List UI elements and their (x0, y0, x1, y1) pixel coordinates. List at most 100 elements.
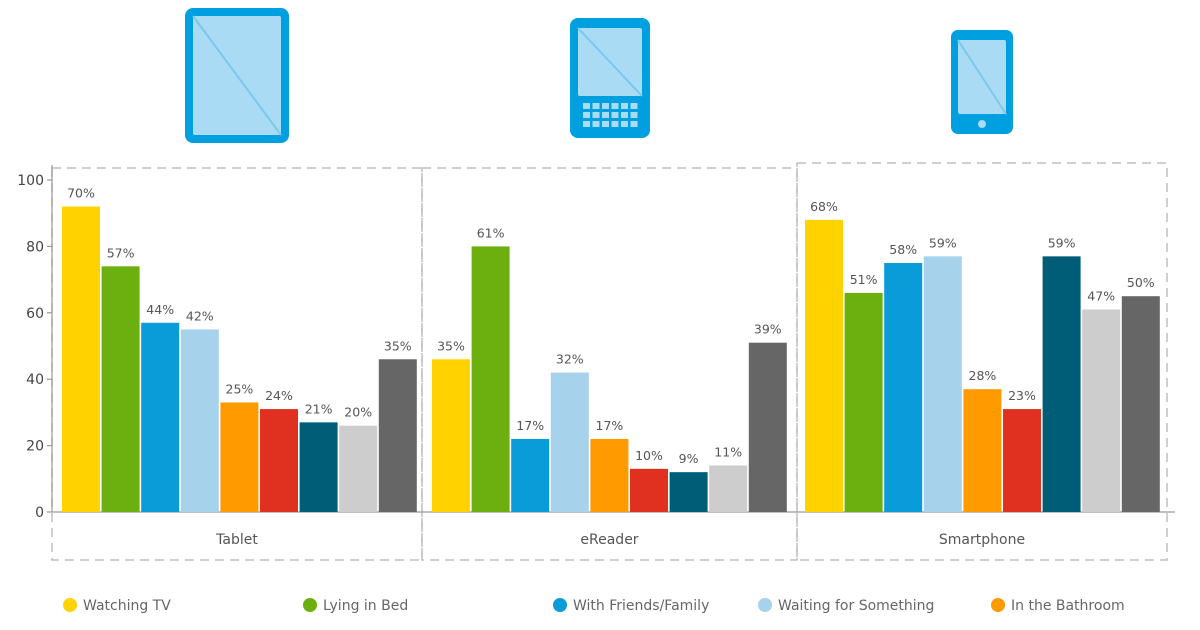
y-tick-label: 20 (26, 439, 44, 455)
ereader-key (630, 121, 638, 127)
data-label: 50% (1127, 275, 1155, 290)
bar (62, 206, 100, 512)
data-label: 70% (67, 186, 95, 201)
legend-label: Watching TV (83, 598, 171, 614)
bar (590, 438, 629, 512)
panel-smartphone (796, 162, 1168, 561)
ereader-icon (570, 18, 650, 138)
ereader-key (602, 103, 609, 109)
ereader-key (592, 103, 600, 109)
data-label: 11% (714, 445, 742, 460)
ereader-key (621, 112, 628, 118)
category-label: eReader (580, 532, 638, 548)
data-label: 59% (929, 235, 957, 250)
y-tick-label: 100 (17, 173, 44, 189)
data-label: 24% (265, 388, 293, 403)
bar (884, 263, 923, 512)
bar (1082, 309, 1121, 512)
data-label: 32% (556, 352, 584, 367)
bar (220, 402, 259, 512)
ereader-key (592, 112, 600, 118)
bar (1042, 256, 1081, 512)
legend-label: Lying in Bed (323, 598, 408, 614)
bar (180, 329, 219, 512)
legend-label: Waiting for Something (778, 598, 934, 614)
data-label: 35% (384, 338, 412, 353)
bar (299, 422, 338, 512)
data-label: 20% (344, 405, 372, 420)
legend-label: In the Bathroom (1011, 598, 1125, 614)
data-label: 21% (305, 401, 333, 416)
bar (101, 266, 140, 512)
ereader-key (611, 103, 619, 109)
bar (748, 342, 787, 512)
data-label: 39% (754, 322, 782, 337)
bar (1003, 409, 1041, 512)
bar (141, 322, 180, 512)
data-label: 28% (969, 368, 997, 383)
data-label: 61% (477, 225, 505, 240)
legend-label: With Friends/Family (573, 598, 709, 614)
bar (669, 472, 708, 512)
legend: Watching TV Lying in Bed With Friends/Fami… (63, 598, 1125, 614)
data-label: 59% (1048, 235, 1076, 250)
data-labels: 70% 57% 44% 42% 25% 24% 21% 20% 35% 35% 61% 17% 32% 1… (67, 186, 1155, 467)
bar (709, 465, 748, 512)
legend-swatch (553, 598, 567, 612)
ereader-key (602, 121, 609, 127)
data-label: 9% (679, 451, 699, 466)
bar (511, 438, 550, 512)
bar (923, 256, 962, 512)
data-label: 17% (516, 418, 544, 433)
ereader-key (583, 112, 590, 118)
bar (805, 219, 843, 512)
tablet-icon (185, 8, 289, 143)
data-label: 23% (1008, 388, 1036, 403)
bar (1121, 296, 1160, 512)
bars (62, 206, 1160, 512)
panel-ereader (421, 167, 798, 561)
bar (339, 425, 378, 512)
ereader-key (602, 112, 609, 118)
ereader-key (611, 121, 619, 127)
bar (844, 292, 883, 512)
y-tick-label: 40 (26, 372, 44, 388)
ereader-key (621, 103, 628, 109)
data-label: 44% (146, 302, 174, 317)
data-label: 58% (889, 242, 917, 257)
data-label: 47% (1087, 288, 1115, 303)
legend-swatch (63, 598, 77, 612)
y-tick-label: 0 (35, 505, 44, 521)
data-label: 51% (850, 272, 878, 287)
y-tick-label: 80 (26, 239, 44, 255)
category-label: Tablet (215, 532, 258, 548)
ereader-key (630, 103, 638, 109)
data-label: 25% (226, 381, 254, 396)
ereader-key (583, 103, 590, 109)
data-label: 42% (186, 308, 214, 323)
legend-swatch (303, 598, 317, 612)
bar (432, 359, 470, 512)
bar (471, 246, 510, 512)
category-labels: Tablet eReader Smartphone (215, 532, 1025, 548)
bar (630, 468, 668, 512)
ereader-key (592, 121, 600, 127)
category-label: Smartphone (939, 532, 1025, 548)
data-label: 68% (810, 199, 838, 214)
bar (378, 359, 417, 512)
legend-swatch (991, 598, 1005, 612)
bar (260, 409, 298, 512)
ereader-key (611, 112, 619, 118)
data-label: 35% (437, 338, 465, 353)
bar (550, 372, 589, 512)
data-label: 17% (596, 418, 624, 433)
ereader-key (583, 121, 590, 127)
bar (963, 389, 1002, 512)
y-tick-label: 60 (26, 306, 44, 322)
ereader-key (630, 112, 638, 118)
smartphone-icon (951, 30, 1013, 134)
data-label: 10% (635, 448, 663, 463)
ereader-key (621, 121, 628, 127)
data-label: 57% (107, 245, 135, 260)
